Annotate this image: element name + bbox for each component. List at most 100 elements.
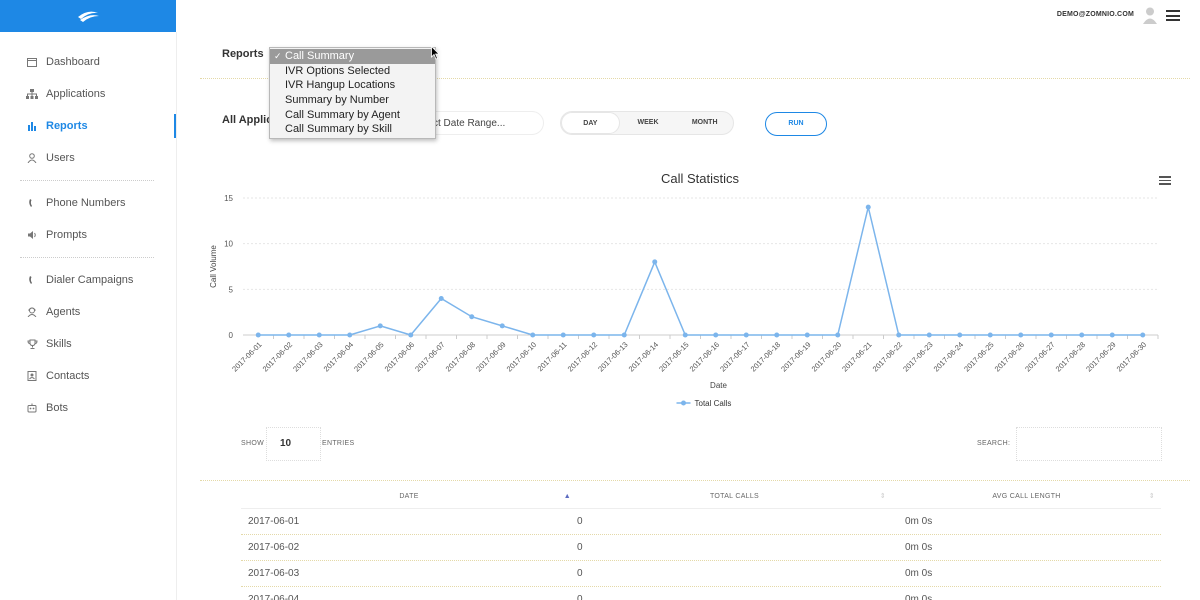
- sidebar-item-label: Users: [46, 152, 75, 164]
- section-divider: [200, 480, 1190, 481]
- sidebar-item-label: Contacts: [46, 370, 90, 382]
- cell-date: 2017-06-04: [248, 594, 300, 600]
- x-tick-label: 2017-06-29: [1084, 340, 1117, 373]
- trophy-icon: [26, 338, 38, 350]
- speaker-icon: [26, 229, 38, 241]
- data-point: [286, 332, 292, 338]
- x-tick-label: 2017-06-01: [230, 340, 263, 373]
- run-button[interactable]: RUN: [765, 112, 827, 136]
- sidebar-item-phone-numbers[interactable]: Phone Numbers: [0, 187, 176, 219]
- chart-export-menu-icon[interactable]: [1159, 176, 1171, 185]
- x-tick-label: 2017-06-06: [383, 340, 416, 373]
- x-tick-label: 2017-06-28: [1054, 340, 1087, 373]
- column-header-total-calls[interactable]: TOTAL CALLS ⇕: [577, 485, 892, 508]
- data-point: [774, 332, 780, 338]
- hamburger-menu-icon[interactable]: [1166, 10, 1180, 21]
- contacts-icon: [26, 370, 38, 382]
- sidebar: Dashboard Applications Reports Users Pho…: [0, 0, 176, 600]
- user-email[interactable]: DEMO@ZOMNIO.COM: [1056, 11, 1134, 18]
- y-tick-label: 15: [224, 194, 233, 203]
- phone-icon: [26, 197, 38, 209]
- sidebar-item-applications[interactable]: Applications: [0, 78, 176, 110]
- period-month-button[interactable]: MONTH: [691, 119, 718, 126]
- user-icon: [26, 152, 38, 164]
- cell-date: 2017-06-01: [248, 516, 300, 527]
- data-point: [652, 259, 658, 265]
- sidebar-item-dialer-campaigns[interactable]: Dialer Campaigns: [0, 264, 176, 296]
- cell-total-calls: 0: [577, 542, 583, 553]
- data-point: [682, 332, 688, 338]
- dropdown-option-ivr-hangup[interactable]: IVR Hangup Locations: [270, 78, 435, 93]
- application-select[interactable]: All Applic: [222, 114, 273, 126]
- data-point: [957, 332, 963, 338]
- avatar-icon[interactable]: [1142, 6, 1158, 24]
- column-label: DATE: [399, 493, 419, 500]
- data-point: [1048, 332, 1054, 338]
- x-tick-label: 2017-06-07: [413, 340, 446, 373]
- x-tick-label: 2017-06-16: [688, 340, 721, 373]
- zomnio-logo-icon: [78, 11, 99, 22]
- dropdown-option-by-agent[interactable]: Call Summary by Agent: [270, 108, 435, 123]
- sidebar-item-label: Bots: [46, 402, 69, 414]
- data-point: [1140, 332, 1146, 338]
- sidebar-item-reports[interactable]: Reports: [0, 110, 176, 142]
- option-label: Call Summary: [285, 50, 355, 62]
- table-row[interactable]: 2017-06-02 0 0m 0s: [241, 535, 1161, 561]
- dropdown-option-ivr-options[interactable]: IVR Options Selected: [270, 64, 435, 79]
- data-point: [316, 332, 322, 338]
- x-tick-label: 2017-06-30: [1115, 340, 1148, 373]
- y-tick-label: 0: [229, 331, 234, 340]
- option-label: IVR Options Selected: [285, 64, 391, 77]
- data-point: [835, 332, 841, 338]
- table-row[interactable]: 2017-06-03 0 0m 0s: [241, 561, 1161, 587]
- x-tick-label: 2017-06-27: [1023, 340, 1056, 373]
- show-label: SHOW: [241, 440, 264, 447]
- logo-bar[interactable]: [0, 0, 176, 32]
- bot-icon: [26, 402, 38, 414]
- cell-avg-length: 0m 0s: [905, 568, 933, 579]
- x-tick-label: 2017-06-04: [322, 340, 355, 373]
- sidebar-item-bots[interactable]: Bots: [0, 392, 176, 424]
- period-day-button[interactable]: DAY: [561, 112, 620, 134]
- sidebar-nav: Dashboard Applications Reports Users Pho…: [0, 32, 176, 424]
- data-point: [591, 332, 597, 338]
- x-tick-label: 2017-06-14: [627, 340, 660, 373]
- sidebar-item-agents[interactable]: Agents: [0, 296, 176, 328]
- cell-avg-length: 0m 0s: [905, 516, 933, 527]
- cell-avg-length: 0m 0s: [905, 594, 933, 600]
- data-point: [987, 332, 993, 338]
- sidebar-item-prompts[interactable]: Prompts: [0, 219, 176, 251]
- y-axis-label: Call Volume: [209, 245, 218, 288]
- reports-label: Reports: [222, 48, 264, 60]
- sort-icon[interactable]: ⇕: [879, 493, 886, 500]
- sidebar-item-dashboard[interactable]: Dashboard: [0, 46, 176, 78]
- sidebar-item-users[interactable]: Users: [0, 142, 176, 174]
- data-point: [1018, 332, 1024, 338]
- sidebar-item-skills[interactable]: Skills: [0, 328, 176, 360]
- search-input[interactable]: [1016, 427, 1162, 461]
- dropdown-option-summary-by-number[interactable]: Summary by Number: [270, 93, 435, 108]
- agents-icon: [26, 306, 38, 318]
- x-tick-label: 2017-06-23: [901, 340, 934, 373]
- data-point: [560, 332, 566, 338]
- table-row[interactable]: 2017-06-01 0 0m 0s: [241, 509, 1161, 535]
- column-header-avg-call-length[interactable]: AVG CALL LENGTH ⇕: [892, 485, 1161, 508]
- period-week-button[interactable]: WEEK: [637, 119, 659, 126]
- dropdown-option-by-skill[interactable]: Call Summary by Skill: [270, 122, 435, 137]
- x-tick-label: 2017-06-20: [810, 340, 843, 373]
- x-tick-label: 2017-06-25: [962, 340, 995, 373]
- column-header-date[interactable]: DATE ▲: [241, 485, 577, 508]
- x-axis-label: Date: [710, 381, 727, 390]
- dropdown-option-call-summary[interactable]: ✓ Call Summary: [270, 49, 435, 64]
- legend-label: Total Calls: [695, 399, 732, 408]
- data-point: [896, 332, 902, 338]
- sidebar-item-contacts[interactable]: Contacts: [0, 360, 176, 392]
- data-point: [347, 332, 353, 338]
- sort-asc-icon[interactable]: ▲: [563, 493, 571, 500]
- sort-icon[interactable]: ⇕: [1148, 493, 1155, 500]
- main-divider: [176, 32, 177, 600]
- table-row[interactable]: 2017-06-04 0 0m 0s: [241, 587, 1161, 600]
- entries-per-page-select[interactable]: 10: [266, 427, 321, 461]
- sidebar-item-label: Agents: [46, 306, 81, 318]
